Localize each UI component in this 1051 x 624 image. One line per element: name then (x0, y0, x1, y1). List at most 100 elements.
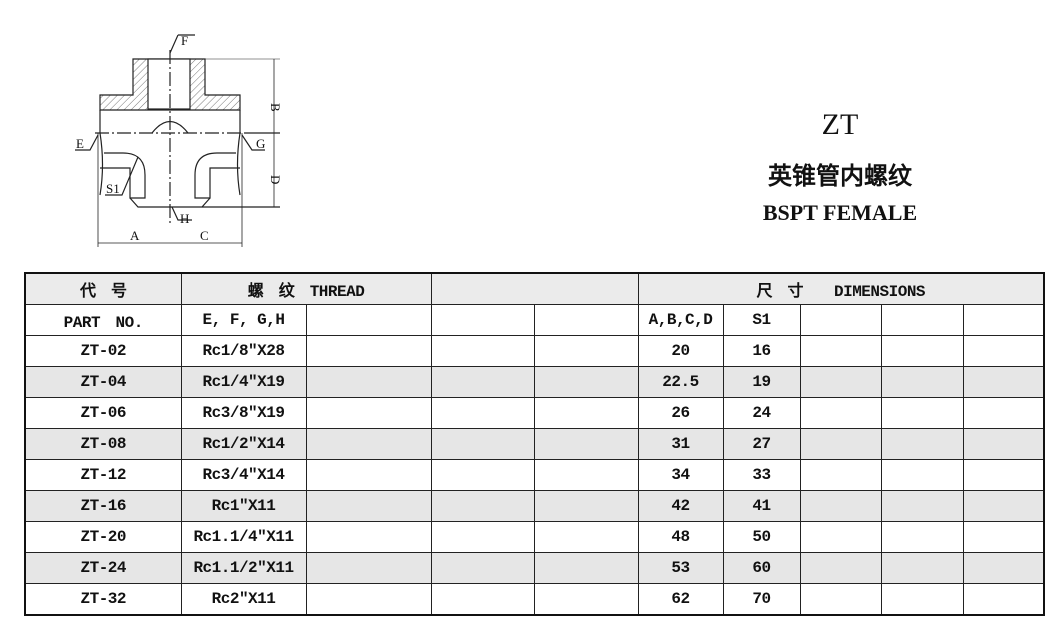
empty-cell (962, 490, 1045, 522)
empty-cell (533, 397, 639, 429)
empty-cell (962, 521, 1045, 553)
part-cell: ZT-24 (24, 552, 182, 584)
empty-cell (305, 521, 432, 553)
label-H: H (180, 211, 189, 226)
header-row-2: PART NO. E, F, G,H A,B,C,D S1 (24, 304, 1045, 336)
thread-cell: Rc1/2″X14 (180, 428, 307, 460)
empty-cell (430, 428, 535, 460)
empty-cell (430, 552, 535, 584)
product-code: ZT (821, 108, 859, 141)
empty-cell (305, 459, 432, 491)
part-cell: ZT-04 (24, 366, 182, 398)
abcd-cell: 53 (637, 552, 724, 584)
empty-cell (305, 366, 432, 398)
cross-fitting-drawing: F B E G D S1 H A C (75, 33, 283, 247)
abcd-cell: 20 (637, 335, 724, 367)
part-cell: ZT-08 (24, 428, 182, 460)
thread-header: 螺 纹 THREAD (180, 272, 432, 305)
empty-cell (962, 583, 1045, 616)
empty-cell (305, 552, 432, 584)
part-cell: ZT-02 (24, 335, 182, 367)
s1-cell: 60 (722, 552, 801, 584)
table-row: ZT-32 Rc2″X11 62 70 (24, 583, 1045, 616)
part-cell: ZT-16 (24, 490, 182, 522)
empty-cell (880, 583, 964, 616)
dim-sub-header: A,B,C,D (637, 304, 724, 336)
empty-cell (305, 583, 432, 616)
abcd-cell: 34 (637, 459, 724, 491)
part-cn-header: 代 号 (24, 272, 182, 305)
s1-cell: 50 (722, 521, 801, 553)
label-C: C (200, 228, 209, 243)
empty-cell (799, 366, 882, 398)
table-row: ZT-12 Rc3/4″X14 34 33 (24, 459, 1045, 491)
thread-cell: Rc1″X11 (180, 490, 307, 522)
empty-cell (962, 428, 1045, 460)
empty-cell (533, 459, 639, 491)
abcd-cell: 48 (637, 521, 724, 553)
empty-cell (533, 366, 639, 398)
blank-header (430, 272, 639, 305)
s1-cell: 41 (722, 490, 801, 522)
empty-cell (799, 397, 882, 429)
empty-cell (962, 397, 1045, 429)
table-row: ZT-04 Rc1/4″X19 22.5 19 (24, 366, 1045, 398)
thread-cell: Rc1/4″X19 (180, 366, 307, 398)
empty-cell (799, 521, 882, 553)
thread-cell: Rc1.1/4″X11 (180, 521, 307, 553)
label-E: E (76, 136, 84, 151)
empty-cell (533, 335, 639, 367)
abcd-cell: 42 (637, 490, 724, 522)
thread-cell: Rc3/4″X14 (180, 459, 307, 491)
empty-cell (880, 335, 964, 367)
s1-header: S1 (722, 304, 801, 336)
empty-cell (799, 459, 882, 491)
empty-cell (962, 459, 1045, 491)
s1-cell: 19 (722, 366, 801, 398)
part-cell: ZT-12 (24, 459, 182, 491)
label-A: A (130, 228, 140, 243)
empty-cell (799, 552, 882, 584)
empty-cell (880, 459, 964, 491)
empty-cell (799, 428, 882, 460)
s1-cell: 27 (722, 428, 801, 460)
empty-cell (430, 335, 535, 367)
abcd-cell: 22.5 (637, 366, 724, 398)
label-G: G (256, 136, 265, 151)
s1-cell: 70 (722, 583, 801, 616)
empty-cell (533, 428, 639, 460)
table-row: ZT-06 Rc3/8″X19 26 24 (24, 397, 1045, 429)
label-D: D (268, 175, 283, 184)
spec-table: 代 号 螺 纹 THREAD 尺 寸 DIMENSIONS PART NO. E… (24, 272, 1046, 616)
table-row: ZT-02 Rc1/8″X28 20 16 (24, 335, 1045, 367)
empty-cell (305, 428, 432, 460)
label-S1: S1 (106, 181, 120, 196)
s1-cell: 24 (722, 397, 801, 429)
abcd-cell: 26 (637, 397, 724, 429)
header-row-1: 代 号 螺 纹 THREAD 尺 寸 DIMENSIONS (24, 272, 1045, 305)
empty-cell (880, 552, 964, 584)
abcd-cell: 62 (637, 583, 724, 616)
empty-cell (533, 521, 639, 553)
empty-cell (880, 428, 964, 460)
empty-cell (880, 490, 964, 522)
empty-cell (880, 521, 964, 553)
table-row: ZT-08 Rc1/2″X14 31 27 (24, 428, 1045, 460)
dimensions-header: 尺 寸 DIMENSIONS (637, 272, 1045, 305)
empty-cell (880, 366, 964, 398)
empty-cell (430, 583, 535, 616)
thread-cell: Rc3/8″X19 (180, 397, 307, 429)
empty-cell (430, 459, 535, 491)
s1-cell: 33 (722, 459, 801, 491)
empty-cell (962, 552, 1045, 584)
table-row: ZT-20 Rc1.1/4″X11 48 50 (24, 521, 1045, 553)
empty-cell (305, 397, 432, 429)
table-row: ZT-16 Rc1″X11 42 41 (24, 490, 1045, 522)
empty-cell (430, 366, 535, 398)
product-name-cn: 英锥管内螺纹 (768, 164, 912, 190)
part-cell: ZT-20 (24, 521, 182, 553)
empty-cell (430, 490, 535, 522)
part-no-header: PART NO. (24, 304, 182, 336)
empty-cell (305, 490, 432, 522)
part-cell: ZT-32 (24, 583, 182, 616)
